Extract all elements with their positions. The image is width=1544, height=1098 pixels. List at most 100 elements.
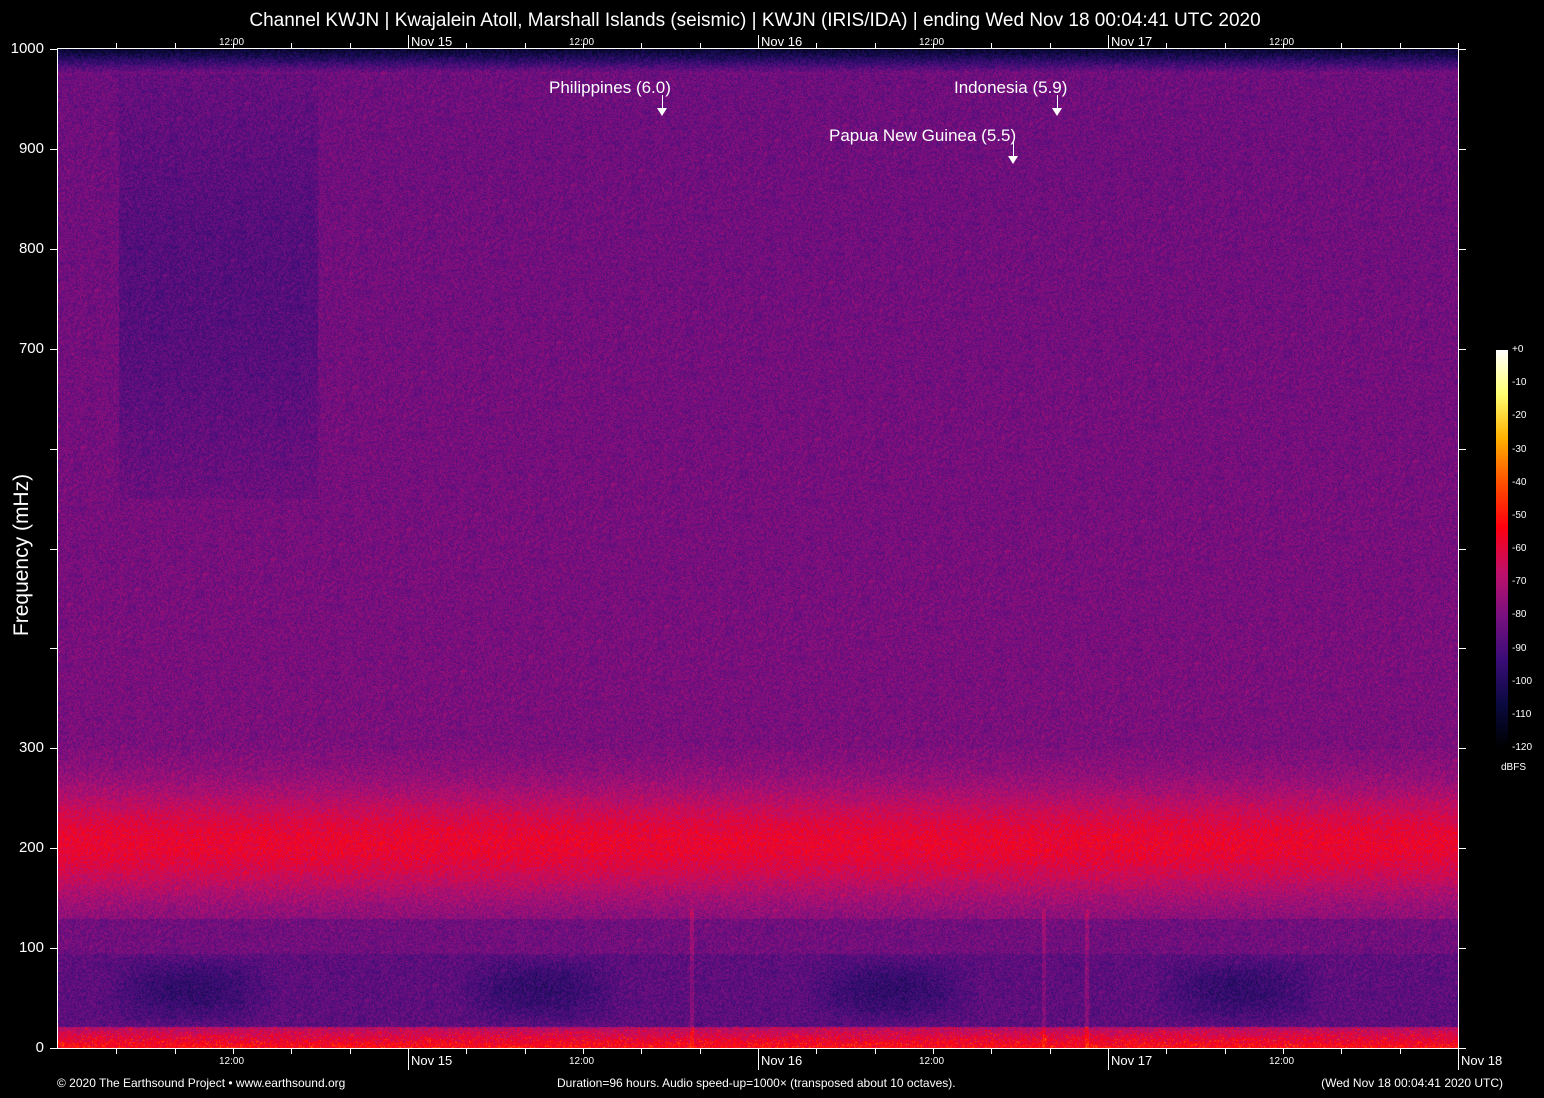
y-tick-left — [50, 948, 58, 950]
y-tick-right — [1458, 448, 1466, 450]
x-tick-bottom — [1166, 1048, 1167, 1054]
x-major-tick-top — [1108, 35, 1109, 49]
colorbar-tick-label: -80 — [1512, 609, 1527, 621]
x-tick-top — [1166, 43, 1167, 49]
x-major-tick-top — [758, 35, 759, 49]
x-tick-label: Nov 17 — [1111, 1053, 1153, 1068]
x-tick-bottom — [875, 1048, 876, 1054]
spectrogram-heatmap — [58, 49, 1458, 1048]
annotation-label: Indonesia (5.9) — [954, 78, 1068, 97]
x-tick-label: 12:00 — [1269, 1056, 1295, 1067]
y-tick-right — [1458, 49, 1466, 50]
annotation-arrow — [1057, 95, 1058, 108]
x-tick-label-top: 12:00 — [569, 37, 595, 48]
x-tick-label-top: 12:00 — [219, 37, 245, 48]
x-tick-label-top: Nov 16 — [761, 34, 803, 49]
x-tick-bottom — [350, 1048, 351, 1054]
y-tick-right — [1458, 148, 1466, 150]
y-tick-left — [50, 1048, 58, 1049]
x-tick-top — [816, 43, 817, 49]
x-major-tick-top — [408, 35, 409, 49]
y-tick-label: 900 — [18, 139, 44, 157]
y-tick-right — [1458, 748, 1466, 750]
x-major-tick-bottom — [1458, 1048, 1459, 1070]
x-major-tick-bottom — [1108, 1048, 1109, 1070]
y-axis-label: Frequency (mHz) — [10, 473, 33, 637]
annotation-arrow — [1013, 142, 1014, 156]
footer-copyright: © 2020 The Earthsound Project • www.eart… — [57, 1076, 346, 1090]
y-tick-label: 700 — [18, 339, 44, 357]
annotation-label: Papua New Guinea (5.5) — [829, 126, 1017, 145]
x-tick-label: 12:00 — [219, 1056, 245, 1067]
x-tick-top — [350, 43, 351, 49]
x-tick-bottom — [933, 1048, 934, 1054]
x-tick-bottom — [1225, 1048, 1226, 1054]
colorbar-tick-label: -100 — [1512, 675, 1533, 687]
colorbar-unit: dBFS — [1501, 762, 1527, 773]
colorbar-tick-label: -20 — [1512, 410, 1527, 422]
y-tick-left — [50, 148, 58, 150]
x-major-tick-bottom — [758, 1048, 759, 1070]
x-tick-top — [991, 43, 992, 49]
colorbar-tick-label: -120 — [1512, 742, 1533, 753]
x-tick-top — [525, 43, 526, 49]
x-tick-label: 12:00 — [569, 1056, 595, 1067]
x-tick-bottom — [175, 1048, 176, 1054]
y-tick-label: 1000 — [10, 40, 44, 57]
x-tick-top — [1225, 43, 1226, 49]
y-tick-label: 800 — [18, 239, 44, 257]
y-tick-left — [50, 848, 58, 850]
arrow-head-icon — [1008, 156, 1018, 164]
x-tick-bottom — [233, 1048, 234, 1054]
y-tick-left — [50, 248, 58, 250]
x-tick-label-top: 12:00 — [919, 37, 945, 48]
x-tick-top — [933, 43, 934, 49]
colorbar-tick-label: +0 — [1512, 344, 1524, 355]
x-tick-label-top: 12:00 — [1269, 37, 1295, 48]
x-tick-label: Nov 18 — [1461, 1053, 1503, 1068]
colorbar-tick-label: -40 — [1512, 476, 1527, 488]
y-tick-label: 0 — [35, 1039, 44, 1056]
x-tick-bottom — [641, 1048, 642, 1054]
x-tick-top — [875, 43, 876, 49]
x-tick-label: 12:00 — [919, 1056, 945, 1067]
chart-title: Channel KWJN | Kwajalein Atoll, Marshall… — [249, 10, 1261, 31]
x-tick-top — [700, 43, 701, 49]
x-tick-bottom — [816, 1048, 817, 1054]
y-tick-right — [1458, 848, 1466, 850]
x-tick-top — [1050, 43, 1051, 49]
y-tick-left — [50, 49, 58, 50]
x-tick-bottom — [466, 1048, 467, 1054]
x-tick-bottom — [700, 1048, 701, 1054]
y-tick-left — [50, 748, 58, 750]
x-tick-label-top: Nov 17 — [1111, 34, 1153, 49]
y-tick-right — [1458, 248, 1466, 250]
x-tick-top — [1400, 43, 1401, 49]
colorbar-tick-label: -60 — [1512, 543, 1527, 554]
x-major-tick-bottom — [408, 1048, 409, 1070]
y-tick-label: 100 — [18, 939, 44, 957]
y-tick-right — [1458, 948, 1466, 950]
x-tick-bottom — [991, 1048, 992, 1054]
annotation-arrow — [662, 95, 663, 108]
arrow-head-icon — [657, 108, 667, 116]
spectrogram-plot — [58, 49, 1458, 1048]
y-tick-left — [50, 448, 58, 450]
x-tick-top — [1283, 43, 1284, 49]
x-tick-bottom — [1400, 1048, 1401, 1054]
y-tick-label: 200 — [18, 839, 44, 857]
x-tick-bottom — [583, 1048, 584, 1054]
x-tick-top — [466, 43, 467, 49]
colorbar-tick-label: -10 — [1512, 377, 1527, 389]
x-tick-top — [291, 43, 292, 49]
arrow-head-icon — [1052, 108, 1062, 116]
colorbar-tick-label: -110 — [1512, 708, 1532, 720]
x-tick-label: Nov 16 — [761, 1053, 803, 1068]
x-tick-top — [641, 43, 642, 49]
y-tick-right — [1458, 648, 1466, 650]
x-tick-top — [233, 43, 234, 49]
x-tick-top — [1458, 43, 1459, 49]
y-tick-left — [50, 348, 58, 350]
colorbar-tick-label: -30 — [1512, 443, 1527, 455]
x-tick-bottom — [1283, 1048, 1284, 1054]
